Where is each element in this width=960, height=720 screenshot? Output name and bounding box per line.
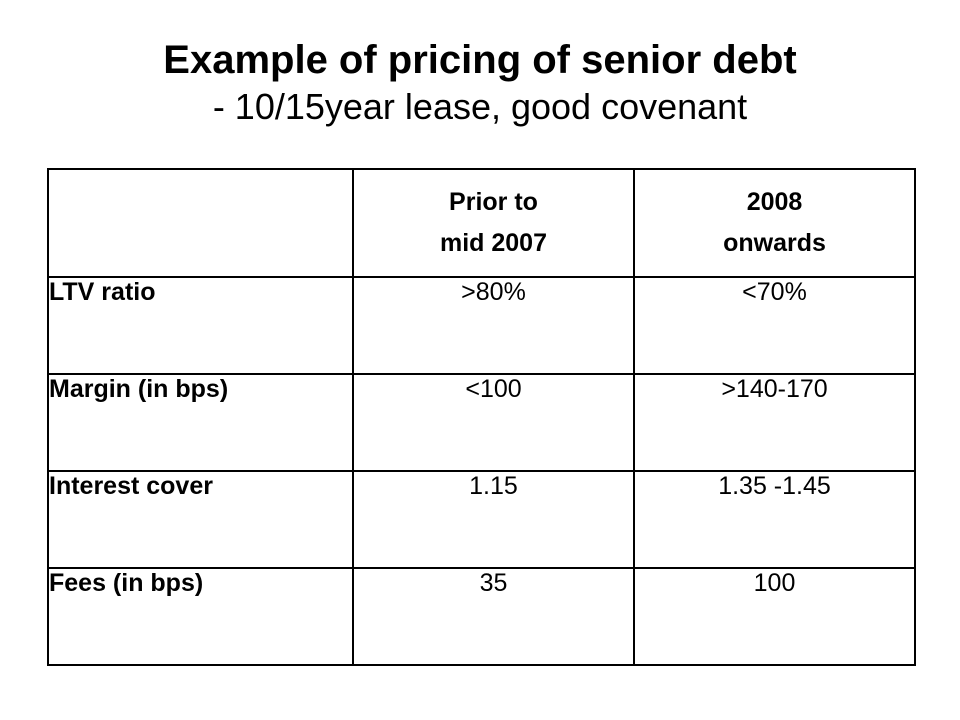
cell-prior: <100 bbox=[352, 373, 635, 472]
slide-title: Example of pricing of senior debt bbox=[163, 38, 797, 82]
table-header-row: Prior to mid 2007 2008 onwards bbox=[47, 168, 916, 278]
table-row: Margin (in bps) <100 >140-170 bbox=[47, 373, 916, 472]
cell-after: 100 bbox=[633, 567, 916, 666]
cell-after: 1.35 -1.45 bbox=[633, 470, 916, 569]
slide-subtitle: - 10/15year lease, good covenant bbox=[212, 86, 748, 127]
cell-after: <70% bbox=[633, 276, 916, 375]
table-row: Fees (in bps) 35 100 bbox=[47, 567, 916, 666]
table-row: LTV ratio >80% <70% bbox=[47, 276, 916, 375]
pricing-table: Prior to mid 2007 2008 onwards LTV ratio… bbox=[47, 168, 916, 666]
header-cell-empty bbox=[47, 168, 354, 278]
header-cell-after: 2008 onwards bbox=[633, 168, 916, 278]
table-row: Interest cover 1.15 1.35 -1.45 bbox=[47, 470, 916, 569]
header-prior-line1: Prior to bbox=[449, 188, 538, 216]
header-cell-prior: Prior to mid 2007 bbox=[352, 168, 635, 278]
row-label: Interest cover bbox=[47, 470, 354, 569]
header-after-line2: onwards bbox=[723, 229, 826, 257]
row-label: LTV ratio bbox=[47, 276, 354, 375]
row-label: Fees (in bps) bbox=[47, 567, 354, 666]
header-after-line1: 2008 bbox=[746, 188, 803, 216]
row-label: Margin (in bps) bbox=[47, 373, 354, 472]
cell-prior: 1.15 bbox=[352, 470, 635, 569]
title-block: Example of pricing of senior debt - 10/1… bbox=[0, 36, 960, 130]
cell-after: >140-170 bbox=[633, 373, 916, 472]
header-prior-line2: mid 2007 bbox=[439, 229, 547, 257]
cell-prior: 35 bbox=[352, 567, 635, 666]
cell-prior: >80% bbox=[352, 276, 635, 375]
